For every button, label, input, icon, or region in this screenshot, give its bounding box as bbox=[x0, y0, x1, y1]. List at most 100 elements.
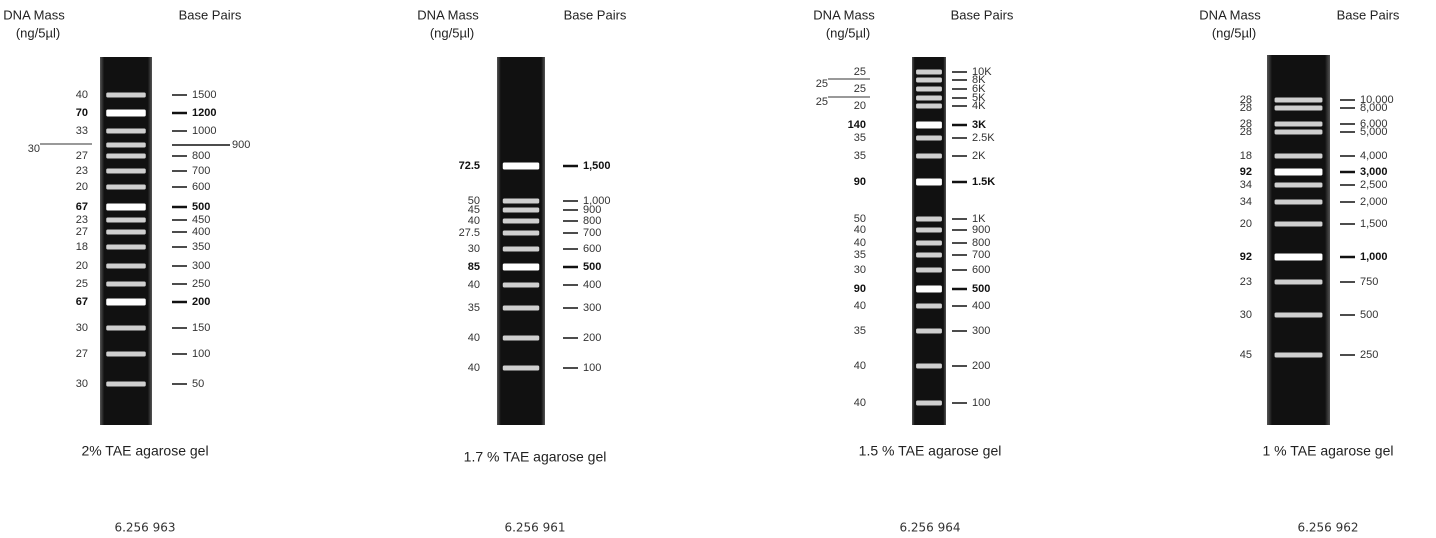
mass-label: 67 bbox=[76, 201, 88, 213]
mass-label: 23 bbox=[76, 165, 88, 177]
bp-label: 300 bbox=[192, 260, 210, 272]
band bbox=[916, 303, 942, 309]
bp-label: 750 bbox=[1360, 276, 1378, 288]
band bbox=[106, 217, 146, 223]
mass-label: 70 bbox=[76, 107, 88, 119]
bp-label: 900 bbox=[972, 224, 990, 236]
band bbox=[916, 285, 942, 293]
catalog-number: 6.256 964 bbox=[899, 521, 960, 535]
mass-label: 23 bbox=[1240, 276, 1252, 288]
mass-label: 72.5 bbox=[459, 160, 480, 172]
bp-label: 1.5K bbox=[972, 176, 995, 188]
mass-label: 27 bbox=[76, 150, 88, 162]
band bbox=[502, 230, 540, 236]
bp-label: 5,000 bbox=[1360, 126, 1388, 138]
mass-label: 35 bbox=[854, 132, 866, 144]
mass-label: 40 bbox=[76, 89, 88, 101]
bp-label: 3K bbox=[972, 119, 986, 131]
band bbox=[106, 92, 146, 98]
mass-label: 35 bbox=[468, 302, 480, 314]
bp-label: 6,000 bbox=[1360, 118, 1388, 130]
bp-label: 2,000 bbox=[1360, 196, 1388, 208]
mass-label: 27 bbox=[76, 348, 88, 360]
mass-label: 40 bbox=[468, 362, 480, 374]
bp-label: 250 bbox=[1360, 349, 1378, 361]
band bbox=[1274, 352, 1323, 358]
bp-header: Base Pairs bbox=[951, 7, 1014, 22]
mass-label: 25 bbox=[854, 66, 866, 78]
bp-label: 400 bbox=[192, 226, 210, 238]
mass-label: 30 bbox=[76, 378, 88, 390]
band bbox=[106, 184, 146, 190]
band bbox=[502, 282, 540, 288]
mass-label: 27.5 bbox=[459, 227, 480, 239]
mass-header: DNA Mass bbox=[3, 7, 65, 22]
bp-label: 3,000 bbox=[1360, 166, 1388, 178]
bp-label: 1200 bbox=[192, 107, 216, 119]
bp-label: 5K bbox=[972, 92, 986, 104]
mass-label: 18 bbox=[76, 241, 88, 253]
mass-label: 28 bbox=[1240, 102, 1252, 114]
band bbox=[106, 229, 146, 235]
band bbox=[502, 162, 540, 170]
band bbox=[916, 216, 942, 222]
mass-label: 45 bbox=[1240, 349, 1252, 361]
mass-label: 40 bbox=[854, 397, 866, 409]
mass-label: 25 bbox=[76, 278, 88, 290]
mass-label: 20 bbox=[854, 100, 866, 112]
mass-header: (ng/5µl) bbox=[1212, 25, 1256, 40]
mass-label: 28 bbox=[1240, 126, 1252, 138]
band bbox=[916, 86, 942, 92]
bp-label: 1,000 bbox=[1360, 251, 1388, 263]
band bbox=[916, 135, 942, 141]
band bbox=[916, 227, 942, 233]
band bbox=[106, 109, 146, 117]
band bbox=[106, 351, 146, 357]
band bbox=[916, 240, 942, 246]
bp-label: 100 bbox=[192, 348, 210, 360]
band bbox=[502, 263, 540, 271]
bp-label: 10K bbox=[972, 66, 992, 78]
gel-label: 1.7 % TAE agarose gel bbox=[464, 449, 607, 465]
bp-label: 700 bbox=[583, 227, 601, 239]
bp-header: Base Pairs bbox=[564, 7, 627, 22]
mass-label: 27 bbox=[76, 226, 88, 238]
mass-label: 40 bbox=[854, 360, 866, 372]
bp-label: 400 bbox=[972, 300, 990, 312]
bp-label: 600 bbox=[192, 181, 210, 193]
mass-label: 40 bbox=[854, 224, 866, 236]
band bbox=[1274, 199, 1323, 205]
band bbox=[916, 153, 942, 159]
mass-header: (ng/5µl) bbox=[826, 25, 870, 40]
mass-label: 30 bbox=[1240, 309, 1252, 321]
bp-label: 100 bbox=[972, 397, 990, 409]
bp-label: 8,000 bbox=[1360, 102, 1388, 114]
band bbox=[106, 281, 146, 287]
bp-label: 100 bbox=[583, 362, 601, 374]
band bbox=[916, 95, 942, 101]
bp-label: 700 bbox=[192, 165, 210, 177]
mass-label: 25 bbox=[816, 78, 828, 90]
band bbox=[916, 267, 942, 273]
band bbox=[1274, 312, 1323, 318]
mass-label: 25 bbox=[854, 83, 866, 95]
bp-label: 300 bbox=[583, 302, 601, 314]
mass-header: DNA Mass bbox=[1199, 7, 1261, 22]
bp-label: 800 bbox=[972, 237, 990, 249]
bp-label: 200 bbox=[583, 332, 601, 344]
bp-label: 4,000 bbox=[1360, 150, 1388, 162]
band bbox=[106, 128, 146, 134]
mass-label: 34 bbox=[1240, 196, 1252, 208]
bp-label: 500 bbox=[972, 283, 990, 295]
mass-label: 92 bbox=[1240, 251, 1252, 263]
mass-label: 33 bbox=[76, 125, 88, 137]
bp-label: 1,500 bbox=[583, 160, 611, 172]
bp-label: 2.5K bbox=[972, 132, 995, 144]
band bbox=[916, 252, 942, 258]
band bbox=[106, 244, 146, 250]
band bbox=[916, 328, 942, 334]
band bbox=[106, 325, 146, 331]
band bbox=[106, 298, 146, 306]
bp-label: 450 bbox=[192, 214, 210, 226]
mass-header: DNA Mass bbox=[813, 7, 875, 22]
